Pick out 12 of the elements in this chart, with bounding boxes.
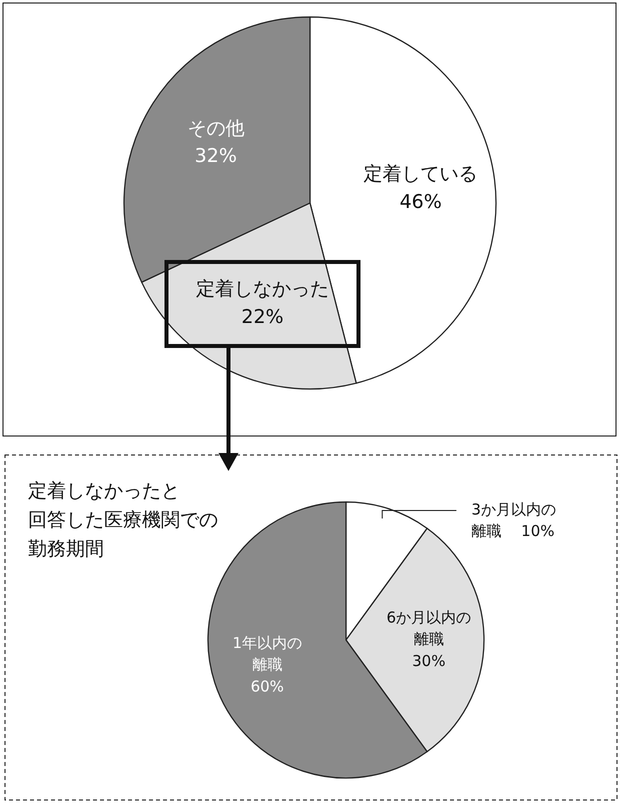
slice-label: 6か月以内の離職	[386, 608, 472, 648]
slice-label: 1年以内の離職	[232, 634, 302, 674]
data-label: 46%	[400, 190, 442, 213]
data-label: 32%	[194, 145, 237, 168]
slice-label: 定着している	[364, 163, 478, 186]
data-label: 30%	[412, 652, 446, 670]
slice-label: その他	[187, 118, 244, 140]
data-label: 60%	[250, 677, 284, 696]
text: 定着しなかったと回答した医療機関での勤務期間	[28, 480, 218, 560]
data-label: 22%	[241, 306, 284, 328]
slice-label: 定着しなかった	[196, 278, 329, 300]
slice-label: 3か月以内の離職 10%	[471, 500, 556, 540]
